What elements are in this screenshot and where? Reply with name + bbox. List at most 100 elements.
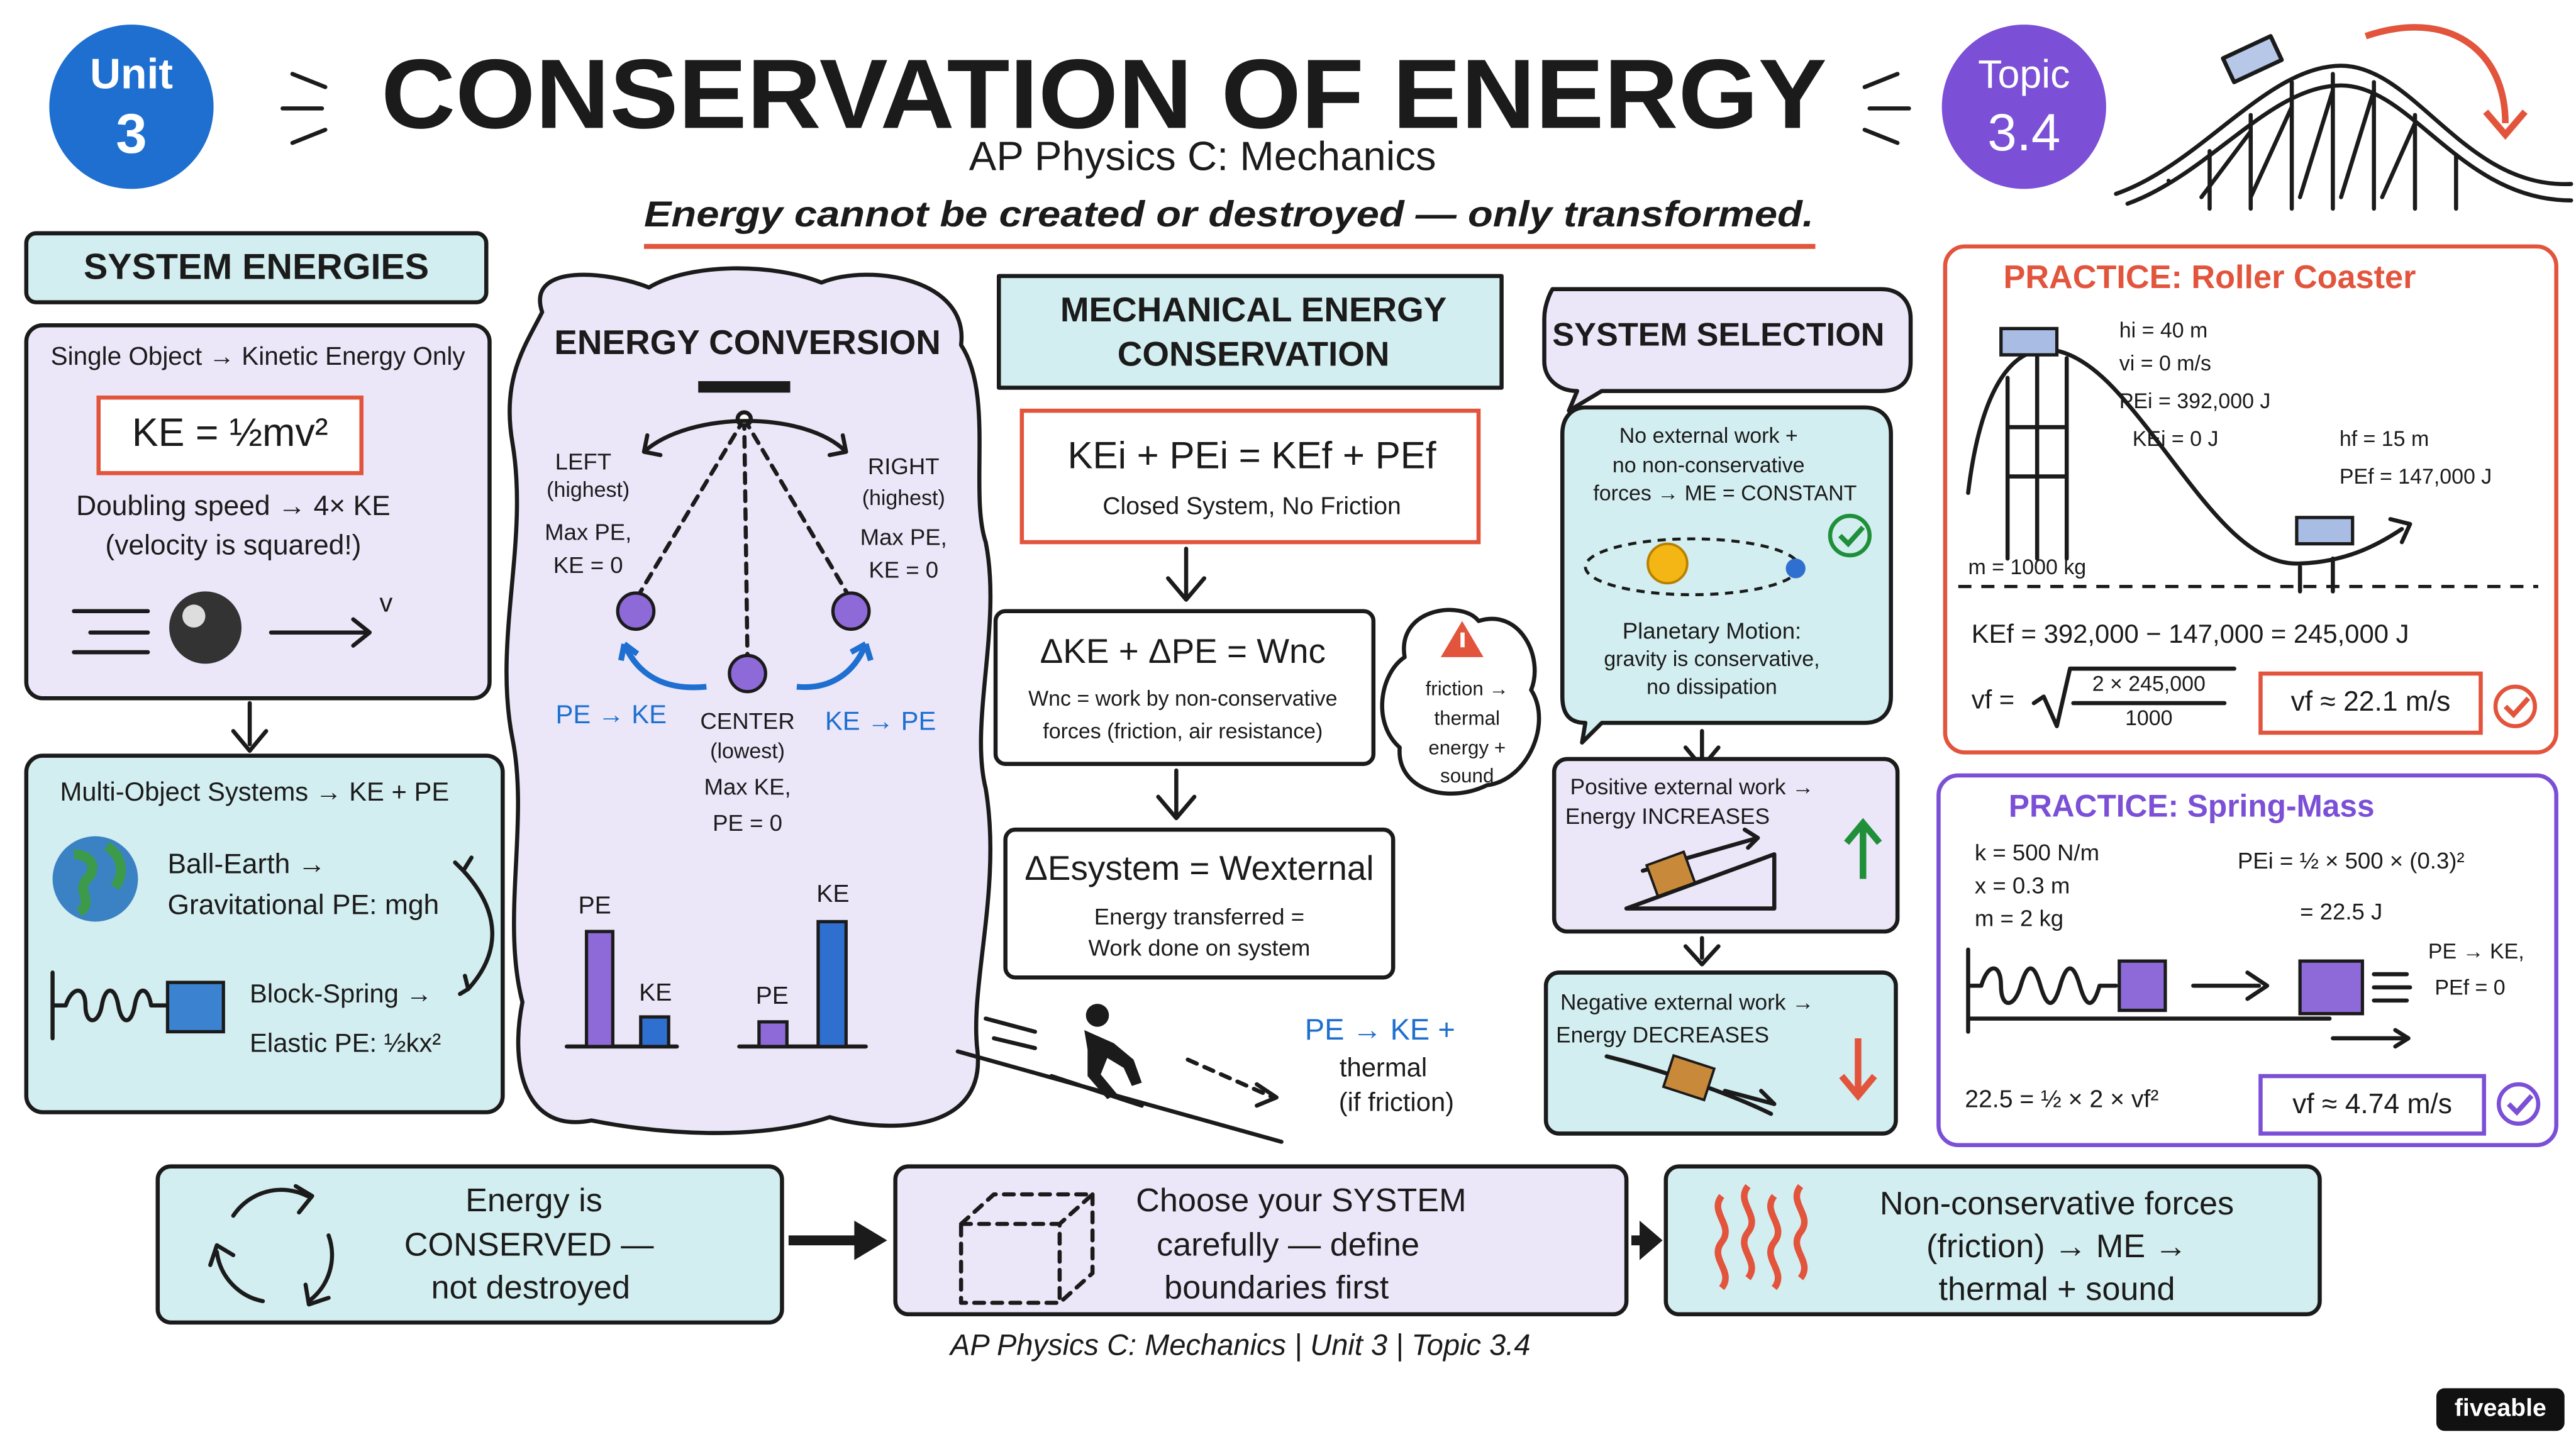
negative-work-box bbox=[1543, 970, 1898, 1136]
earth-land bbox=[73, 841, 126, 916]
practice-roller-text: PEi = 392,000 J bbox=[2119, 389, 2271, 413]
block bbox=[2118, 959, 2167, 1013]
track-arrow bbox=[2388, 517, 2412, 545]
bob bbox=[728, 653, 767, 694]
energy-conversion-text: PE → KE bbox=[556, 699, 667, 729]
pivot bbox=[698, 381, 791, 393]
brand-badge bbox=[2436, 1388, 2565, 1431]
energy-conversion-text: (lowest) bbox=[710, 739, 785, 763]
energy-conversion-text: (highest) bbox=[862, 486, 945, 510]
summary-box bbox=[155, 1164, 784, 1325]
mechanical-energy-text: friction → bbox=[1426, 677, 1509, 699]
coaster-arrow bbox=[2364, 24, 2509, 123]
energy-conversion-text: PE bbox=[756, 982, 789, 1009]
header-text: 3 bbox=[116, 103, 147, 165]
summary-text: boundaries first bbox=[1164, 1269, 1389, 1306]
practice-spring-text: PEf = 0 bbox=[2434, 976, 2505, 1000]
practice-roller-text: vf ≈ 22.1 m/s bbox=[2291, 686, 2451, 717]
pe-bar bbox=[584, 930, 614, 1048]
practice-roller-text: KEi = 0 J bbox=[2133, 427, 2219, 451]
title-marks bbox=[280, 72, 1911, 145]
system-energies-text: SYSTEM ENERGIES bbox=[84, 247, 429, 287]
practice-spring-text: PE → KE, bbox=[2428, 940, 2524, 963]
friction-bubble bbox=[1380, 608, 1541, 796]
practice-spring-text: = 22.5 J bbox=[2300, 899, 2382, 924]
practice-spring-text: PRACTICE: Spring-Mass bbox=[2009, 788, 2375, 823]
curved-arrow bbox=[453, 855, 494, 996]
system-selection-text: No external work + bbox=[1619, 424, 1798, 448]
mechanical-energy-text: ΔEsystem = Wexternal bbox=[1024, 848, 1374, 887]
check bbox=[2507, 1094, 2534, 1116]
system-selection-text: no non-conservative bbox=[1613, 453, 1805, 477]
practice-roller-text: 1000 bbox=[2125, 706, 2173, 730]
practice-spring-text: 22.5 = ½ × 2 × vf² bbox=[1965, 1086, 2158, 1113]
energy-conversion-text: KE → PE bbox=[825, 706, 936, 735]
mechanical-energy-text: thermal bbox=[1435, 707, 1500, 729]
roller-coaster-icon bbox=[2114, 34, 2573, 211]
ke-bar bbox=[816, 919, 848, 1048]
system-selection-text: gravity is conservative, bbox=[1604, 647, 1819, 671]
closed-system-bubble bbox=[1560, 405, 1893, 745]
check bbox=[2503, 696, 2531, 719]
energy-conversion-text: Max PE, bbox=[545, 519, 631, 545]
down-arrow bbox=[1839, 1038, 1877, 1101]
pivot-point bbox=[735, 410, 753, 428]
energy-conversion-text: KE = 0 bbox=[869, 557, 938, 583]
heat-icon bbox=[1714, 1184, 1808, 1291]
summary-text: Choose your SYSTEM bbox=[1136, 1182, 1466, 1219]
section-header bbox=[996, 274, 1504, 390]
dashed-arrow-head bbox=[1255, 1082, 1279, 1108]
coaster-arrow-head bbox=[2483, 109, 2528, 140]
energy-conversion-text: KE bbox=[816, 880, 849, 908]
system-selection-text: forces → ME = CONSTANT bbox=[1593, 481, 1857, 505]
summary-text: (friction) → ME → bbox=[1926, 1228, 2187, 1265]
up-arrow bbox=[1844, 818, 1882, 879]
system-energies-text: Elastic PE: ½kx² bbox=[250, 1028, 441, 1057]
bob bbox=[616, 591, 656, 631]
check bbox=[1838, 525, 1865, 548]
check-circle bbox=[2496, 1082, 2541, 1126]
header-text: 3.4 bbox=[1987, 103, 2060, 162]
summary-text: carefully — define bbox=[1157, 1226, 1419, 1263]
energy-conversion-text: PE = 0 bbox=[713, 810, 782, 836]
system-selection-text: SYSTEM SELECTION bbox=[1552, 316, 1884, 353]
practice-roller-text: hf = 15 m bbox=[2340, 427, 2429, 451]
summary-arrow-head bbox=[854, 1220, 887, 1260]
system-energies-text: KE = ½mv² bbox=[132, 411, 328, 455]
header-text: Topic bbox=[1978, 52, 2070, 96]
brand-text: fiveable bbox=[2455, 1395, 2546, 1422]
transition-arrow bbox=[2191, 970, 2270, 1001]
system-energies-text: v bbox=[379, 587, 392, 617]
system-energies-text: Single Object → Kinetic Energy Only bbox=[51, 341, 466, 370]
practice-spring-text: k = 500 N/m bbox=[1975, 840, 2099, 865]
ball bbox=[169, 591, 242, 664]
mechanical-energy-text: Energy transferred = bbox=[1094, 904, 1304, 930]
energy-conversion-text: RIGHT bbox=[868, 453, 940, 479]
practice-roller-text: PRACTICE: Roller Coaster bbox=[2003, 259, 2416, 296]
flow-arrow bbox=[231, 701, 269, 753]
header-text: Energy cannot be created or destroyed — … bbox=[644, 194, 1814, 235]
pendulum-strings bbox=[633, 416, 853, 663]
system-energies-text: Block-Spring → bbox=[250, 979, 432, 1008]
practice-spring-text: PEi = ½ × 500 × (0.3)² bbox=[2238, 848, 2465, 874]
practice-spring-box bbox=[1936, 773, 2558, 1147]
practice-roller-text: 2 × 245,000 bbox=[2092, 672, 2206, 696]
mechanical-energy-text: CONSERVATION bbox=[1118, 334, 1390, 373]
ke-bar bbox=[639, 1015, 670, 1048]
check-circle bbox=[2493, 684, 2537, 728]
mechanical-energy-text: Work done on system bbox=[1088, 935, 1310, 961]
mechanical-energy-text: KEi + PEi = KEf + PEf bbox=[1067, 435, 1436, 477]
skier bbox=[1084, 1004, 1142, 1099]
summary-text: thermal + sound bbox=[1939, 1271, 2175, 1307]
system-energies-text: Gravitational PE: mgh bbox=[167, 890, 439, 921]
practice-roller-text: hi = 40 m bbox=[2119, 319, 2208, 343]
topic-badge bbox=[1941, 25, 2106, 189]
cart bbox=[2295, 516, 2355, 546]
check-circle bbox=[1828, 513, 1872, 558]
system-selection-text: Positive external work → bbox=[1570, 775, 1814, 799]
track bbox=[1966, 347, 2404, 566]
system-energies-text: (velocity is squared!) bbox=[105, 530, 361, 561]
slope bbox=[955, 1016, 1284, 1144]
energy-conversion-text: LEFT bbox=[555, 448, 611, 474]
